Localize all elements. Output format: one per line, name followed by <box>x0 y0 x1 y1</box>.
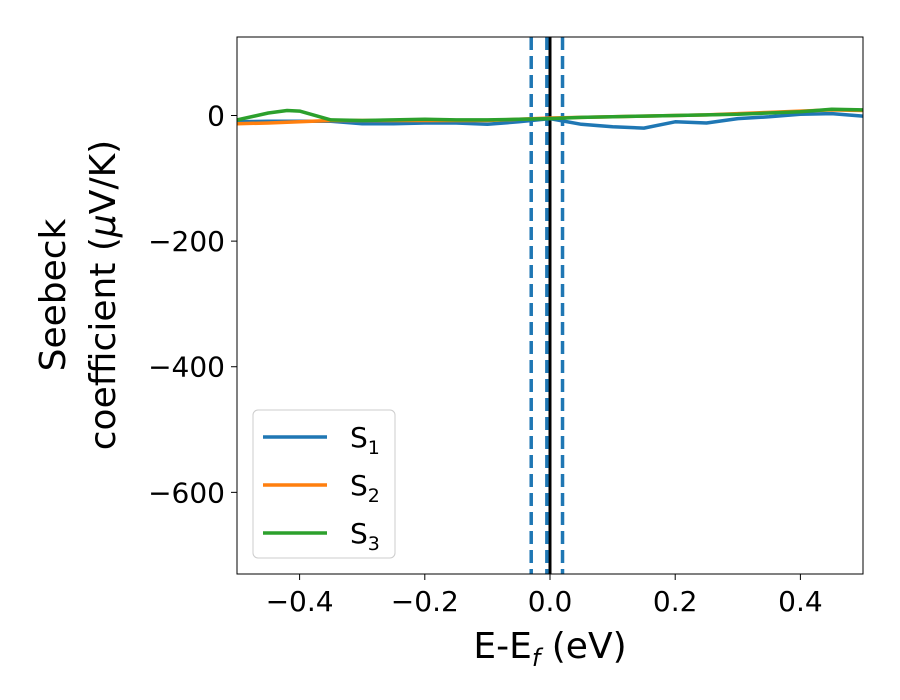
series-line-3 <box>237 107 863 123</box>
y-tick-label: −600 <box>148 476 225 509</box>
y-axis: 0 −200 −400 −600 <box>148 100 237 509</box>
x-tick-label: 0.2 <box>653 585 698 618</box>
legend-label-3: S3 <box>350 517 380 555</box>
y-tick-label: 0 <box>207 100 225 133</box>
y-tick-label: −200 <box>148 225 225 258</box>
x-tick-label: 0.4 <box>778 585 823 618</box>
x-axis: −0.4 −0.2 0.0 0.2 0.4 <box>266 574 823 618</box>
x-axis-label: E-Ef (eV) <box>473 626 626 672</box>
x-tick-label: −0.2 <box>391 585 459 618</box>
legend-label-2: S2 <box>350 469 380 507</box>
legend: S1 S2 S3 <box>252 409 396 559</box>
x-tick-label: −0.4 <box>266 585 334 618</box>
y-axis-label-line2: coefficient (μV/K) <box>83 140 124 450</box>
x-tick-label: 0.0 <box>528 585 573 618</box>
y-axis-label-line1: Seebeck <box>33 218 74 371</box>
x-axis-label-main: E-E <box>473 626 531 667</box>
y-axis-label: Seebeck coefficient (μV/K) <box>33 140 124 450</box>
legend-label-1: S1 <box>350 421 380 459</box>
y-tick-label: −400 <box>148 351 225 384</box>
reference-lines <box>529 37 565 574</box>
x-axis-label-unit: (eV) <box>540 626 626 667</box>
series-lines <box>237 107 863 130</box>
